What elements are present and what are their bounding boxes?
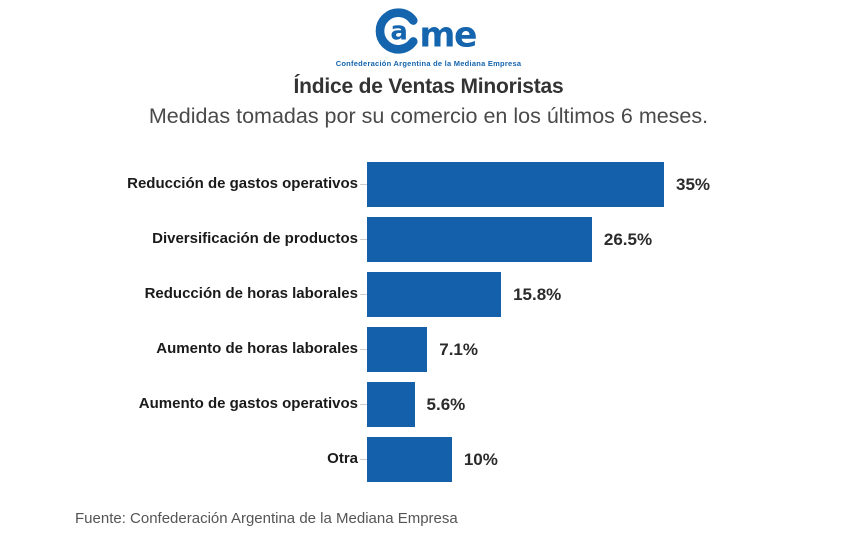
came-logo: a me Confederación Argentina de la Media… bbox=[0, 6, 857, 68]
category-label: Reducción de gastos operativos bbox=[127, 175, 358, 193]
axis-tick bbox=[360, 349, 367, 350]
bar-row: Otra 10% bbox=[0, 437, 857, 482]
chart-title: Índice de Ventas Minoristas bbox=[293, 75, 564, 98]
came-logo-icon: a me bbox=[375, 8, 477, 55]
axis-tick bbox=[360, 239, 367, 240]
bar-row: Reducción de gastos operativos 35% bbox=[0, 162, 857, 207]
category-label: Aumento de gastos operativos bbox=[138, 395, 358, 413]
bar bbox=[367, 437, 452, 482]
bar bbox=[367, 272, 502, 317]
category-label: Aumento de horas laborales bbox=[156, 340, 358, 358]
value-label: 5.6% bbox=[426, 394, 466, 414]
bar-row: Reducción de horas laborales 15.8% bbox=[0, 272, 857, 317]
category-label: Reducción de horas laborales bbox=[144, 285, 358, 303]
bar bbox=[367, 162, 664, 207]
chart-subtitle: Medidas tomadas por su comercio en los ú… bbox=[148, 104, 709, 128]
bar bbox=[367, 382, 415, 427]
bar-chart: Reducción de gastos operativos 35% Diver… bbox=[0, 162, 857, 492]
bar bbox=[367, 327, 428, 372]
logo-tagline: Confederación Argentina de la Mediana Em… bbox=[335, 59, 522, 68]
logo-a-letter: a bbox=[390, 17, 408, 47]
value-label: 35% bbox=[676, 174, 711, 194]
value-label: 26.5% bbox=[603, 229, 653, 249]
axis-tick bbox=[360, 404, 367, 405]
value-label: 10% bbox=[463, 449, 498, 469]
source-note: Fuente: Confederación Argentina de la Me… bbox=[75, 510, 458, 527]
logo-c-arc bbox=[375, 8, 418, 54]
bar bbox=[367, 217, 592, 262]
category-label: Otra bbox=[327, 450, 358, 468]
axis-tick bbox=[360, 294, 367, 295]
value-label: 7.1% bbox=[439, 339, 478, 359]
axis-tick bbox=[360, 184, 367, 185]
bar-row: Aumento de horas laborales 7.1% bbox=[0, 327, 857, 372]
axis-tick bbox=[360, 459, 367, 460]
bar-row: Diversificación de productos 26.5% bbox=[0, 217, 857, 262]
logo-me-letters: me bbox=[419, 15, 476, 55]
category-label: Diversificación de productos bbox=[152, 230, 358, 248]
value-label: 15.8% bbox=[513, 284, 562, 304]
bar-row: Aumento de gastos operativos 5.6% bbox=[0, 382, 857, 427]
